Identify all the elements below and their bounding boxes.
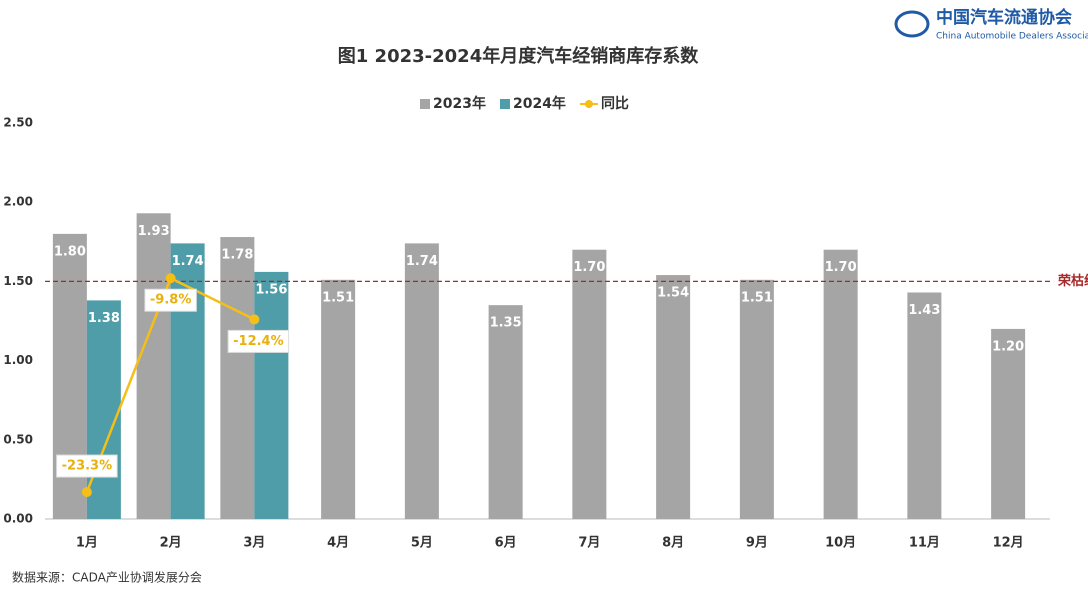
x-tick-label: 5月 xyxy=(411,536,433,551)
bar xyxy=(656,275,691,519)
data-label: 1.74 xyxy=(406,254,438,269)
org-name: 中国汽车流通协会 xyxy=(936,7,1072,27)
x-tick-label: 3月 xyxy=(243,536,265,551)
logo: 中国汽车流通协会 China Automobile Dealers Associ… xyxy=(894,7,1088,42)
bar xyxy=(86,300,121,519)
bar xyxy=(404,243,439,519)
x-tick-label: 2月 xyxy=(160,536,182,551)
data-label: 1.78 xyxy=(221,248,253,263)
bar xyxy=(572,249,607,519)
y-tick-label: 0.00 xyxy=(3,512,33,526)
data-label: 1.80 xyxy=(54,244,86,259)
org-name-en: China Automobile Dealers Association xyxy=(936,32,1088,42)
data-label: 1.70 xyxy=(573,260,605,275)
line-marker xyxy=(81,487,92,498)
data-label: -23.3% xyxy=(62,459,113,474)
bar xyxy=(321,279,356,519)
line-marker xyxy=(165,273,176,284)
chart-title: 图1 2023-2024年月度汽车经销商库存系数 xyxy=(338,45,699,67)
x-tick-label: 10月 xyxy=(825,536,856,551)
y-tick-label: 2.00 xyxy=(3,195,33,209)
bar xyxy=(170,243,205,519)
bar xyxy=(823,249,858,519)
data-label: 1.51 xyxy=(741,290,773,305)
x-tick-label: 12月 xyxy=(993,536,1024,551)
x-tick-label: 11月 xyxy=(909,536,940,551)
legend-label: 同比 xyxy=(601,95,629,112)
data-label: 1.56 xyxy=(255,282,287,297)
x-tick-label: 6月 xyxy=(495,536,517,551)
legend-label: 2023年 xyxy=(433,95,486,112)
legend-swatch xyxy=(420,99,430,109)
y-tick-label: 0.50 xyxy=(3,432,33,446)
x-tick-label: 1月 xyxy=(76,536,98,551)
data-label: 1.43 xyxy=(908,303,940,318)
data-label: 1.51 xyxy=(322,290,354,305)
source: 数据来源：CADA产业协调发展分会 xyxy=(12,570,202,585)
x-tick-label: 4月 xyxy=(327,536,349,551)
data-label: 1.74 xyxy=(172,254,204,269)
y-tick-label: 2.50 xyxy=(3,116,33,130)
reference-label: 荣枯线 xyxy=(1057,273,1088,289)
bar xyxy=(220,237,255,519)
line-marker xyxy=(249,314,260,325)
data-label: 1.38 xyxy=(88,311,120,326)
x-tick-label: 7月 xyxy=(578,536,600,551)
y-tick-label: 1.50 xyxy=(3,274,33,288)
bar xyxy=(488,305,523,519)
bar xyxy=(991,328,1026,519)
x-tick-label: 8月 xyxy=(662,536,684,551)
logo-icon xyxy=(894,10,930,38)
data-label: 1.35 xyxy=(490,316,522,331)
data-label: 1.20 xyxy=(992,339,1024,354)
data-label: -12.4% xyxy=(233,334,284,349)
bar xyxy=(136,213,171,519)
bar xyxy=(254,271,289,519)
data-label: 1.54 xyxy=(657,286,689,301)
data-label-bg xyxy=(56,454,118,478)
data-label-bg xyxy=(144,288,197,312)
y-tick-label: 1.00 xyxy=(3,353,33,367)
legend-swatch xyxy=(499,99,510,109)
data-label-bg xyxy=(227,329,290,353)
bar xyxy=(907,292,942,519)
data-label: 1.70 xyxy=(825,260,857,275)
bar xyxy=(739,279,774,519)
legend-marker xyxy=(584,100,593,108)
data-label: -9.8% xyxy=(150,293,191,308)
data-label: 1.93 xyxy=(138,224,170,239)
x-tick-label: 9月 xyxy=(746,536,768,551)
legend-label: 2024年 xyxy=(513,95,566,112)
